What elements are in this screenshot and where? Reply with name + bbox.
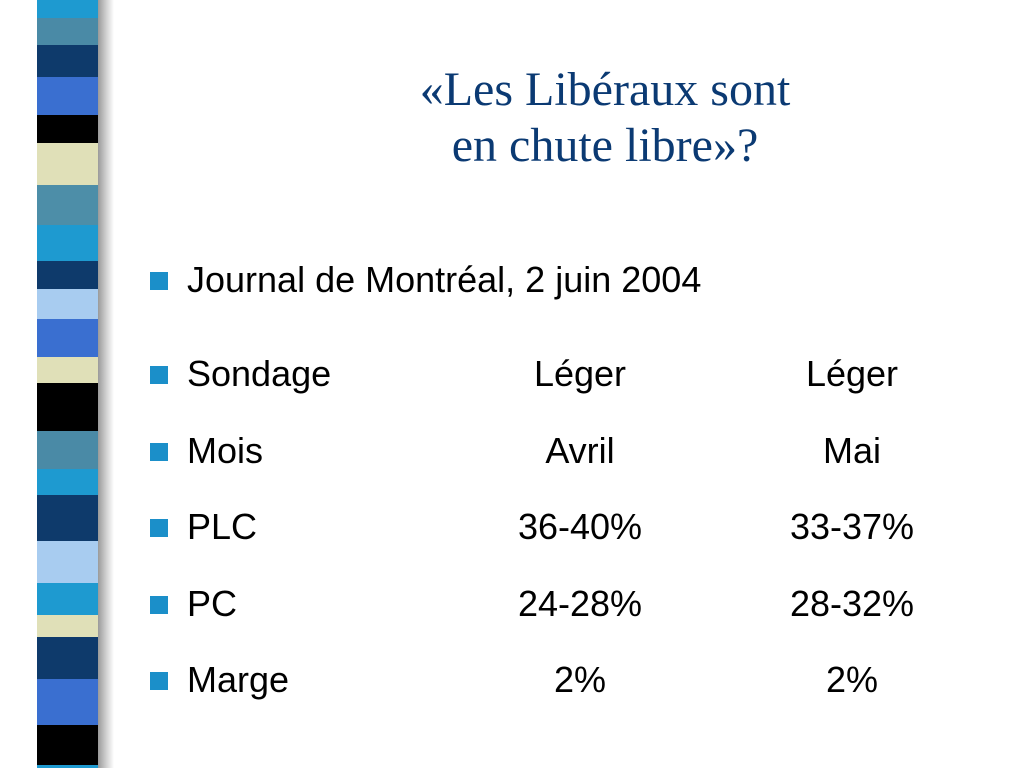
row-value-col1: Léger	[533, 353, 627, 394]
row-value-col2: 33-37%	[789, 506, 915, 547]
row-value-col1: 36-40%	[517, 506, 643, 547]
stripe-segment	[37, 637, 98, 679]
square-bullet-icon	[150, 519, 168, 537]
square-bullet-icon	[150, 596, 168, 614]
row-value-col2: 2%	[825, 659, 879, 700]
headline-text: Journal de Montréal, 2 juin 2004	[187, 259, 702, 300]
stripe-segment	[37, 765, 98, 768]
stripe-segment	[37, 45, 98, 77]
stripe-segment	[37, 583, 98, 615]
stripe-segment	[37, 469, 98, 495]
title-line-2: en chute libre»?	[451, 119, 759, 172]
slide-title: «Les Libéraux sont en chute libre»?	[200, 62, 1010, 174]
row-label: Mois	[187, 430, 264, 471]
title-line-1: «Les Libéraux sont	[419, 63, 791, 116]
stripe-segment	[37, 0, 98, 18]
row-value-col2: 28-32%	[789, 583, 915, 624]
row-value-col2: Léger	[805, 353, 899, 394]
stripe-shadow	[98, 0, 114, 768]
stripe-segment	[37, 383, 98, 431]
bullet-row-plc: PLC 36-40% 33-37%	[150, 505, 990, 549]
bullet-headline: Journal de Montréal, 2 juin 2004	[150, 258, 990, 302]
stripe-segment	[37, 18, 98, 45]
stripe-segment	[37, 225, 98, 261]
stripe-segment	[37, 261, 98, 289]
row-label: Marge	[187, 659, 290, 700]
stripe-segment	[37, 185, 98, 225]
stripe-segment	[37, 77, 98, 115]
row-label: PLC	[187, 506, 258, 547]
square-bullet-icon	[150, 672, 168, 690]
square-bullet-icon	[150, 366, 168, 384]
square-bullet-icon	[150, 443, 168, 461]
stripe-segment	[37, 357, 98, 383]
stripe-segment	[37, 615, 98, 637]
row-value-col1: 2%	[553, 659, 607, 700]
bullet-row-marge: Marge 2% 2%	[150, 658, 990, 702]
stripe-segment	[37, 143, 98, 185]
bullet-row-pc: PC 24-28% 28-32%	[150, 582, 990, 626]
row-value-col2: Mai	[822, 430, 881, 471]
row-value-col1: 24-28%	[517, 583, 643, 624]
stripe-segment	[37, 495, 98, 541]
stripe-segment	[37, 431, 98, 469]
square-bullet-icon	[150, 272, 168, 290]
stripe-segment	[37, 289, 98, 319]
row-value-col1: Avril	[545, 430, 615, 471]
stripe-segment	[37, 319, 98, 357]
row-label: Sondage	[187, 353, 332, 394]
stripe-segment	[37, 679, 98, 725]
row-label: PC	[187, 583, 238, 624]
bullet-row-sondage: Sondage Léger Léger	[150, 352, 990, 396]
stripe-segment	[37, 725, 98, 765]
stripe-segment	[37, 115, 98, 143]
stripe-segment	[37, 541, 98, 583]
bullet-row-mois: Mois Avril Mai	[150, 429, 990, 473]
decorative-stripe-bar	[37, 0, 98, 768]
